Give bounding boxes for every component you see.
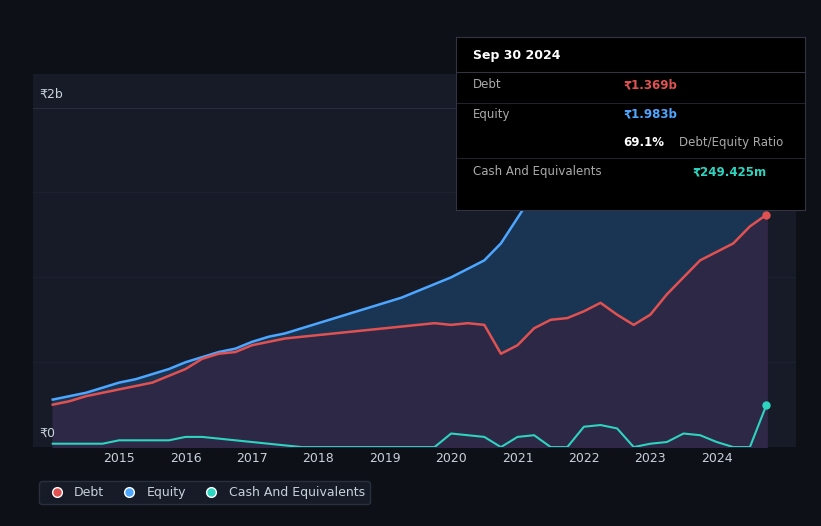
- Text: Sep 30 2024: Sep 30 2024: [473, 49, 561, 62]
- Text: Debt/Equity Ratio: Debt/Equity Ratio: [679, 136, 783, 149]
- Text: 69.1%: 69.1%: [623, 136, 664, 149]
- Text: Equity: Equity: [473, 108, 511, 121]
- Text: ₹1.369b: ₹1.369b: [623, 78, 677, 92]
- Legend: Debt, Equity, Cash And Equivalents: Debt, Equity, Cash And Equivalents: [39, 481, 369, 504]
- Text: Cash And Equivalents: Cash And Equivalents: [473, 165, 602, 178]
- Text: ₹249.425m: ₹249.425m: [693, 165, 767, 178]
- Text: ₹0: ₹0: [39, 427, 56, 440]
- Text: ₹2b: ₹2b: [39, 88, 63, 101]
- Text: ₹1.983b: ₹1.983b: [623, 108, 677, 121]
- Text: Debt: Debt: [473, 78, 502, 92]
